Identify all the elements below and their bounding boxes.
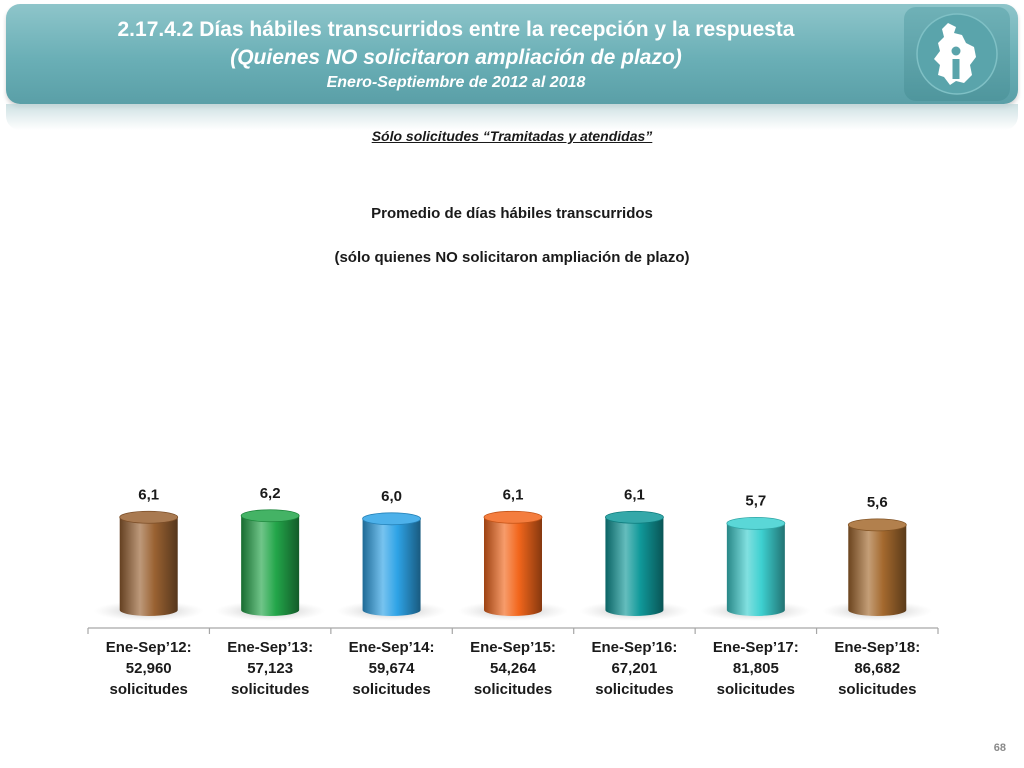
bar <box>362 518 421 616</box>
page-subtitle: (Quienes NO solicitaron ampliación de pl… <box>230 46 682 69</box>
bar <box>484 517 542 616</box>
bar-value-label: 5,6 <box>867 494 888 511</box>
category-label: solicitudes <box>595 681 673 698</box>
bar <box>119 517 178 616</box>
category-label: solicitudes <box>474 681 552 698</box>
bar-top <box>119 510 179 524</box>
bar <box>848 524 907 616</box>
category-label: 86,682 <box>854 660 900 677</box>
chart-subtitle: (sólo quienes NO solicitaron ampliación … <box>334 249 690 266</box>
bar <box>726 523 785 616</box>
category-label: Ene-Sep’13: <box>227 639 313 656</box>
bar <box>605 517 664 616</box>
page-period: Enero-Septiembre de 2012 al 2018 <box>326 74 586 91</box>
category-label: Ene-Sep’12: <box>106 639 192 656</box>
bar-top <box>605 510 664 524</box>
category-label: Ene-Sep’16: <box>591 639 677 656</box>
bar-value-label: 6,2 <box>260 485 281 502</box>
chart-title: Promedio de días hábiles transcurridos <box>371 205 653 222</box>
bar-value-label: 6,1 <box>624 486 645 503</box>
bar-value-label: 6,1 <box>138 486 159 503</box>
bar-top <box>362 512 421 526</box>
category-label: Ene-Sep’15: <box>470 639 556 656</box>
header-text: 2.17.4.2 Días hábiles transcurridos entr… <box>6 16 906 94</box>
category-label: solicitudes <box>352 681 430 698</box>
bar-value-label: 5,7 <box>745 492 766 509</box>
category-label: 52,960 <box>126 660 172 677</box>
bar-top <box>847 518 907 532</box>
logo <box>904 7 1010 101</box>
category-label: 67,201 <box>611 660 657 677</box>
category-label: solicitudes <box>231 681 309 698</box>
bar-value-label: 6,1 <box>503 486 524 503</box>
category-label: Ene-Sep’17: <box>713 639 799 656</box>
bar-top <box>726 516 786 530</box>
category-label: Ene-Sep’18: <box>834 639 920 656</box>
category-label: 57,123 <box>247 660 293 677</box>
bar-top <box>483 510 543 524</box>
category-label: 81,805 <box>733 660 779 677</box>
category-label: solicitudes <box>717 681 795 698</box>
header-reflection <box>6 104 1018 130</box>
filter-note: Sólo solicitudes “Tramitadas y atendidas… <box>371 128 653 144</box>
category-label: solicitudes <box>838 681 916 698</box>
bar-top <box>240 509 300 523</box>
category-label: solicitudes <box>110 681 188 698</box>
category-label: Ene-Sep’14: <box>349 639 435 656</box>
institution-logo-icon <box>916 13 998 95</box>
page-number: 68 <box>993 742 1006 754</box>
bar-value-label: 6,0 <box>381 488 402 505</box>
category-label: 54,264 <box>490 660 537 677</box>
bar <box>241 515 300 616</box>
category-label: 59,674 <box>369 660 416 677</box>
page-title: 2.17.4.2 Días hábiles transcurridos entr… <box>117 18 795 41</box>
header-banner: 2.17.4.2 Días hábiles transcurridos entr… <box>6 4 1018 104</box>
